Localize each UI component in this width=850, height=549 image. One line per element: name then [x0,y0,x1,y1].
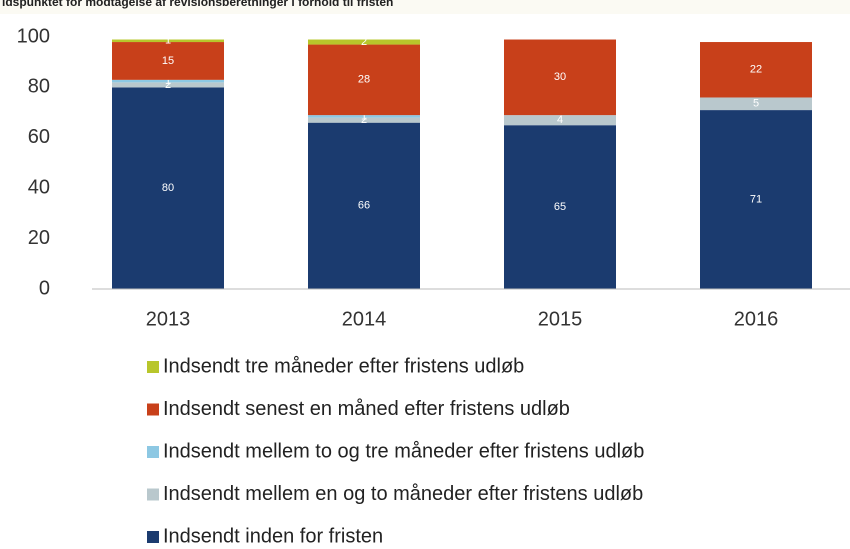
data-label: 80 [162,182,174,194]
bar-segment [308,44,420,116]
y-tick-label: 80 [28,76,50,98]
legend-label: Indsendt mellem to og tre måneder efter … [163,440,644,462]
bar-segment [700,97,812,111]
chart-title: idspunktet for modtagelse af revisionsbe… [2,0,393,9]
data-label: 22 [750,64,762,76]
legend-label: Indsendt tre måneder efter fristens udlø… [163,355,524,377]
bar-segment [112,79,224,83]
legend-swatch [147,488,159,501]
y-tick-label: 0 [39,277,50,299]
data-label: 28 [358,74,370,86]
y-tick-label: 40 [28,176,50,198]
x-tick-label: 2014 [342,308,387,330]
data-label: 2 [361,36,367,48]
data-label: 65 [554,201,566,213]
data-label: 2 [165,79,171,91]
bar-segment [112,87,224,290]
legend-label: Indsendt inden for fristen [163,525,383,547]
data-label: 2 [361,114,367,126]
x-tick-label: 2013 [146,308,191,330]
bar-segment [308,117,420,123]
y-tick-label: 60 [28,126,50,148]
y-tick-label: 100 [17,25,50,47]
bar-segment [504,115,616,126]
legend-swatch [147,531,159,543]
bar-segment [504,39,616,116]
y-tick-label: 20 [28,227,50,249]
bar-segment [308,122,420,290]
legend-swatch [147,403,159,416]
bar-segment [504,125,616,289]
title-bar [0,0,850,14]
data-label: 30 [554,71,566,83]
legend-swatch [147,361,159,373]
data-label: 66 [358,200,370,212]
data-label: 1 [361,110,367,122]
bar-segment [112,39,224,43]
legend-label: Indsendt mellem en og to måneder efter f… [163,483,643,505]
data-label: 71 [750,193,762,205]
bar-segment [308,115,420,118]
legend-swatch [147,446,159,458]
x-tick-label: 2015 [538,308,583,330]
data-label: 15 [162,55,174,67]
bar-segment [112,82,224,88]
data-label: 5 [753,98,759,110]
legend-label: Indsendt senest en måned efter fristens … [163,398,570,420]
x-tick-label: 2016 [734,308,779,330]
data-label: 4 [557,114,563,126]
bar-segment [700,42,812,98]
bar-segment [308,39,420,45]
data-label: 1 [165,35,171,47]
bar-segment [112,42,224,80]
data-label: 1 [165,75,171,87]
bar-segment [700,110,812,289]
